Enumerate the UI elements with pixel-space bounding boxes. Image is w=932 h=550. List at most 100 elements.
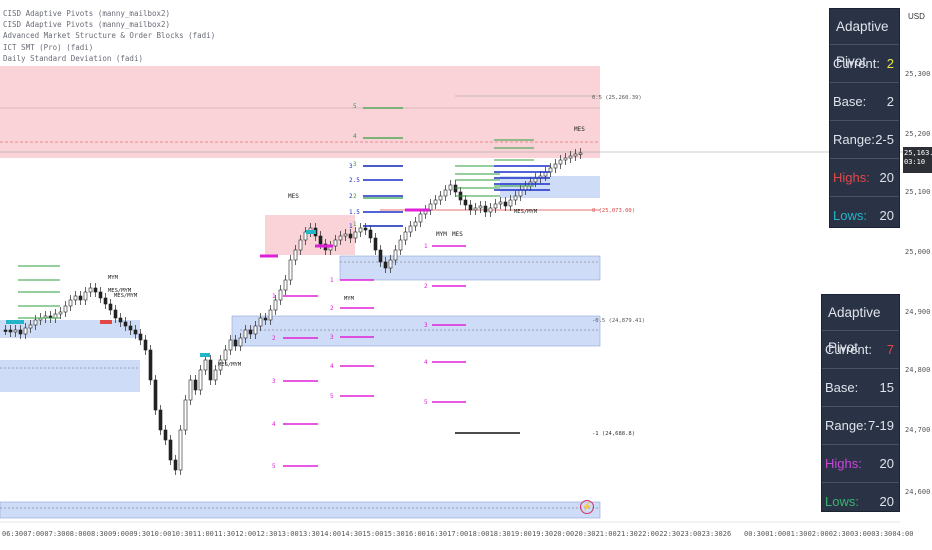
candle xyxy=(358,227,363,233)
x-tick-label: 07:00 xyxy=(23,530,45,538)
x-tick-label: 13:00 xyxy=(277,530,299,538)
x-tick-label: 03:00 xyxy=(850,530,872,538)
chart-label: 2 xyxy=(272,335,276,342)
chart-label: 5 xyxy=(330,393,334,400)
panel-row: Lows: 20 xyxy=(830,197,899,234)
panel-row: Highs: 20 xyxy=(822,445,899,483)
candle xyxy=(513,195,518,201)
panel-row-value: 20 xyxy=(879,170,894,185)
bolt-icon[interactable]: ⚡ xyxy=(580,500,594,514)
candle xyxy=(373,237,378,251)
panel-row-label: Highs: xyxy=(825,456,862,471)
panel-row-label: Range: xyxy=(825,418,867,433)
chart-label: 2 xyxy=(353,193,357,200)
panel-row-value: 15 xyxy=(879,380,894,395)
indicator-item[interactable]: ICT SMT (Pro) (fadi) xyxy=(3,42,94,52)
candle xyxy=(273,299,278,311)
x-tick-label: 20:30 xyxy=(574,530,596,538)
chart-label: MES/MYM xyxy=(108,288,132,294)
candle xyxy=(293,249,298,261)
candle xyxy=(133,329,138,335)
candle xyxy=(213,369,218,381)
candle xyxy=(183,399,188,431)
candle xyxy=(188,379,193,401)
chart-label: -0.5 (24,879.41) xyxy=(592,318,645,324)
candle xyxy=(228,339,233,351)
panel-row: Current: 2 xyxy=(830,45,899,83)
x-tick-label: 21:30 xyxy=(616,530,638,538)
chart-label: 1 xyxy=(272,293,276,300)
candle xyxy=(563,157,568,161)
chart-labels: 0.5 (25,260.39) 0 (25,073.00) -0.5 (24,879… xyxy=(108,95,645,470)
candle xyxy=(103,297,108,305)
y-tick-label: 24,800.00 xyxy=(905,366,932,374)
x-tick-label: 14:30 xyxy=(341,530,363,538)
panel-row-value: 20 xyxy=(879,494,894,509)
candle xyxy=(433,199,438,205)
x-tick-label: 10:00 xyxy=(150,530,172,538)
chart-label: 4 xyxy=(330,363,334,370)
chart-label: 3 xyxy=(330,334,334,341)
candle xyxy=(278,289,283,301)
x-tick-label: 13:30 xyxy=(298,530,320,538)
chart-label: 3 xyxy=(272,378,276,385)
candle xyxy=(288,259,293,281)
candle xyxy=(383,261,388,269)
panel-row-value: 2-5 xyxy=(875,132,894,147)
candle xyxy=(8,329,13,333)
x-tick-label: 06:30 xyxy=(2,530,24,538)
x-tick-label: 12:30 xyxy=(256,530,278,538)
candle xyxy=(318,235,323,245)
candle xyxy=(518,189,523,197)
candle xyxy=(253,325,258,335)
indicator-item[interactable]: CISD Adaptive Pivots (manny_mailbox2) xyxy=(3,20,171,30)
indicator-item[interactable]: Advanced Market Structure & Order Blocks… xyxy=(3,31,216,41)
x-tick-label: 01:30 xyxy=(786,530,808,538)
indicator-item[interactable]: CISD Adaptive Pivots (manny_mailbox2) xyxy=(3,9,171,18)
x-tick-label: 19:30 xyxy=(532,530,554,538)
candle xyxy=(33,319,38,326)
candle xyxy=(123,321,128,327)
candle xyxy=(398,239,403,251)
candle xyxy=(353,231,358,239)
candle xyxy=(243,329,248,339)
candle xyxy=(573,153,578,157)
chart-label: 3 xyxy=(353,161,357,168)
zone-pink-small xyxy=(265,215,355,255)
panel-row: Base: 2 xyxy=(830,83,899,121)
indicator-item[interactable]: Daily Standard Deviation (fadi) xyxy=(3,53,143,63)
zone-left xyxy=(0,360,140,392)
x-tick-label: 08:30 xyxy=(86,530,108,538)
currency-label[interactable]: USD xyxy=(908,12,925,21)
chart-label: 5 xyxy=(353,103,357,110)
candle xyxy=(13,329,18,333)
chart-label: 4 xyxy=(353,133,357,140)
panel-row: Base: 15 xyxy=(822,369,899,407)
candle xyxy=(498,201,503,205)
candle xyxy=(363,227,368,231)
candle xyxy=(3,329,8,332)
candle xyxy=(443,189,448,197)
candle xyxy=(88,287,93,293)
candle xyxy=(258,317,263,327)
panel-row-value: 2 xyxy=(886,94,894,109)
candle xyxy=(93,287,98,293)
panel-row-label: Current: xyxy=(833,56,880,71)
candle xyxy=(448,184,453,191)
candle xyxy=(333,239,338,247)
panel-row-label: Current: xyxy=(825,342,872,357)
zone-upper xyxy=(500,176,600,198)
candle xyxy=(283,279,288,291)
candle xyxy=(58,311,63,315)
candle xyxy=(63,305,68,313)
candle xyxy=(118,317,123,323)
candle xyxy=(348,233,353,239)
panel-row: Highs: 20 xyxy=(830,159,899,197)
x-tick-label: 23:00 xyxy=(680,530,702,538)
adaptive-pivot-panel-bottom: Adaptive Pivot Current: 7 Base: 15 Range: 7-1… xyxy=(821,294,900,512)
x-tick-label: 17:00 xyxy=(447,530,469,538)
chart-label: MYM xyxy=(108,275,119,281)
x-tick-label: 02:00 xyxy=(807,530,829,538)
chart-label: 1 xyxy=(424,243,428,250)
